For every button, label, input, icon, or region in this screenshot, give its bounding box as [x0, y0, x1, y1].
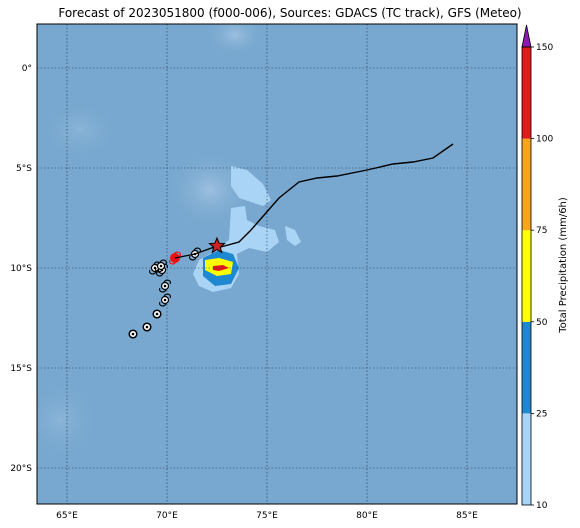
cyclone-arm: [159, 287, 167, 293]
precip-area-10: [285, 226, 301, 246]
colorbar: 10 25 50 75 100 150: [521, 24, 553, 511]
cyclone-icon: [155, 259, 167, 273]
colorbar-band-25: [522, 321, 531, 414]
track-line: [216, 143, 454, 249]
cyclone-center: [163, 298, 167, 302]
cyclone-arm: [163, 279, 171, 285]
cyclone-arm: [156, 271, 164, 277]
lat-tick-label: 5°S: [16, 164, 32, 174]
colorbar-tick-label: 10: [536, 501, 548, 511]
position-center: [131, 332, 135, 336]
colorbar-tick-label: 75: [536, 226, 547, 236]
cyclone-center: [163, 284, 167, 288]
track-forecast-line: [174, 245, 218, 259]
circle-icon: [152, 309, 162, 319]
precip-area-10: [231, 166, 271, 206]
star-icon: [208, 236, 226, 254]
colorbar-band-100: [522, 47, 531, 139]
position-center: [155, 312, 159, 316]
precip-area-100: [213, 265, 229, 271]
colorbar-extend: [521, 24, 532, 48]
cyclone-icon: [169, 251, 181, 265]
colorbar-band-10: [522, 413, 531, 505]
lat-tick-label: 10°S: [10, 264, 32, 274]
map-frame: [36, 23, 518, 505]
ocean-background: [37, 24, 517, 504]
cyclone-arm: [189, 255, 197, 261]
cyclone-arm: [193, 247, 201, 253]
cyclone-icon: [159, 293, 171, 307]
colorbar-tick-label: 25: [536, 409, 547, 419]
colorbar-tick-label: 150: [536, 43, 553, 53]
lon-tick-label: 70°E: [156, 511, 178, 521]
circle-icon: [128, 329, 138, 339]
precipitation-layer: [193, 166, 301, 292]
colorbar-label: Total Precipitation (mm/6h): [558, 197, 569, 334]
circle-icon: [142, 322, 152, 332]
cyclone-arm: [155, 267, 163, 273]
colorbar-border: [521, 46, 532, 506]
colorbar-tick-label: 50: [536, 318, 548, 328]
colorbar-tick-label: 100: [536, 135, 553, 145]
lat-tick-label: 0°: [22, 64, 32, 74]
lon-tick-label: 65°E: [56, 511, 78, 521]
lat-tick-label: 20°S: [10, 464, 32, 474]
position-center: [145, 325, 149, 329]
colorbar-band-50: [522, 230, 531, 322]
cyclone-icon: [159, 279, 171, 293]
cyclone-arm: [163, 293, 171, 299]
cyclone-track: [128, 143, 454, 339]
cyclone-center: [159, 264, 163, 268]
colorbar-band-75: [522, 138, 531, 231]
map-title: Forecast of 2023051800 (f000-006), Sourc…: [58, 6, 522, 20]
lon-tick-label: 75°E: [256, 511, 278, 521]
cyclone-arm: [159, 301, 167, 307]
cyclone-arm: [149, 269, 157, 275]
lon-tick-label: 80°E: [356, 511, 378, 521]
cyclone-arm: [159, 259, 167, 265]
lat-tick-label: 15°S: [10, 364, 32, 374]
lon-tick-label: 85°E: [456, 511, 478, 521]
map-grid: [37, 24, 517, 504]
latitude-ticks: 0° 5°S 10°S 15°S 20°S: [10, 64, 32, 474]
cyclone-icon: [149, 261, 161, 275]
map-border: [36, 23, 518, 505]
longitude-ticks: 65°E 70°E 75°E 80°E 85°E: [56, 511, 478, 521]
